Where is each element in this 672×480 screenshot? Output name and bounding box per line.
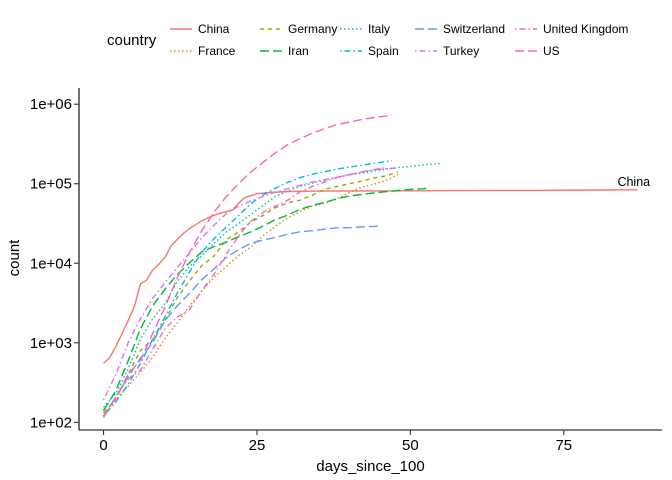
legend-label: Germany: [288, 22, 337, 36]
x-tick-label: 25: [249, 437, 266, 454]
y-tick-label: 1e+06: [30, 96, 72, 113]
legend-label: Italy: [368, 22, 390, 36]
x-tick-label: 0: [99, 437, 107, 454]
x-tick-label: 50: [402, 437, 419, 454]
legend-label: United Kingdom: [543, 22, 628, 36]
annotation-label: China: [617, 175, 650, 189]
y-tick-label: 1e+03: [30, 335, 72, 352]
series-line-spain: [102, 160, 393, 417]
axes: [78, 88, 662, 431]
legend-label: Turkey: [443, 44, 479, 58]
legend-label: France: [198, 44, 236, 58]
series-line-iran: [102, 187, 429, 412]
legend-label: Spain: [368, 44, 399, 58]
series-line-united-kingdom: [102, 166, 386, 418]
y-tick-label: 1e+02: [30, 414, 72, 431]
series-line-italy: [102, 162, 442, 408]
y-tick-label: 1e+05: [30, 176, 72, 193]
y-ticks: 1e+02 1e+03 1e+04 1e+05 1e+06: [30, 96, 79, 431]
y-tick-label: 1e+04: [30, 255, 72, 272]
y-axis-title: count: [6, 239, 23, 277]
annotations: China: [617, 175, 650, 189]
legend-label: Switzerland: [443, 22, 505, 36]
x-ticks: 0 25 50 75: [99, 430, 572, 454]
legend-title: country: [107, 32, 157, 49]
x-axis-title: days_since_100: [316, 458, 424, 475]
legend: country China France Germany Iran Italy Spain…: [107, 22, 628, 58]
series-line-france: [102, 174, 399, 414]
series-line-switzerland: [102, 225, 380, 418]
series-line-turkey: [102, 167, 399, 401]
series-line-us: [102, 114, 393, 417]
legend-label: US: [543, 44, 560, 58]
x-tick-label: 75: [555, 437, 572, 454]
series-line-china: [103, 189, 638, 364]
legend-label: Iran: [288, 44, 309, 58]
series-layer: [102, 114, 638, 418]
legend-label: China: [198, 22, 230, 36]
